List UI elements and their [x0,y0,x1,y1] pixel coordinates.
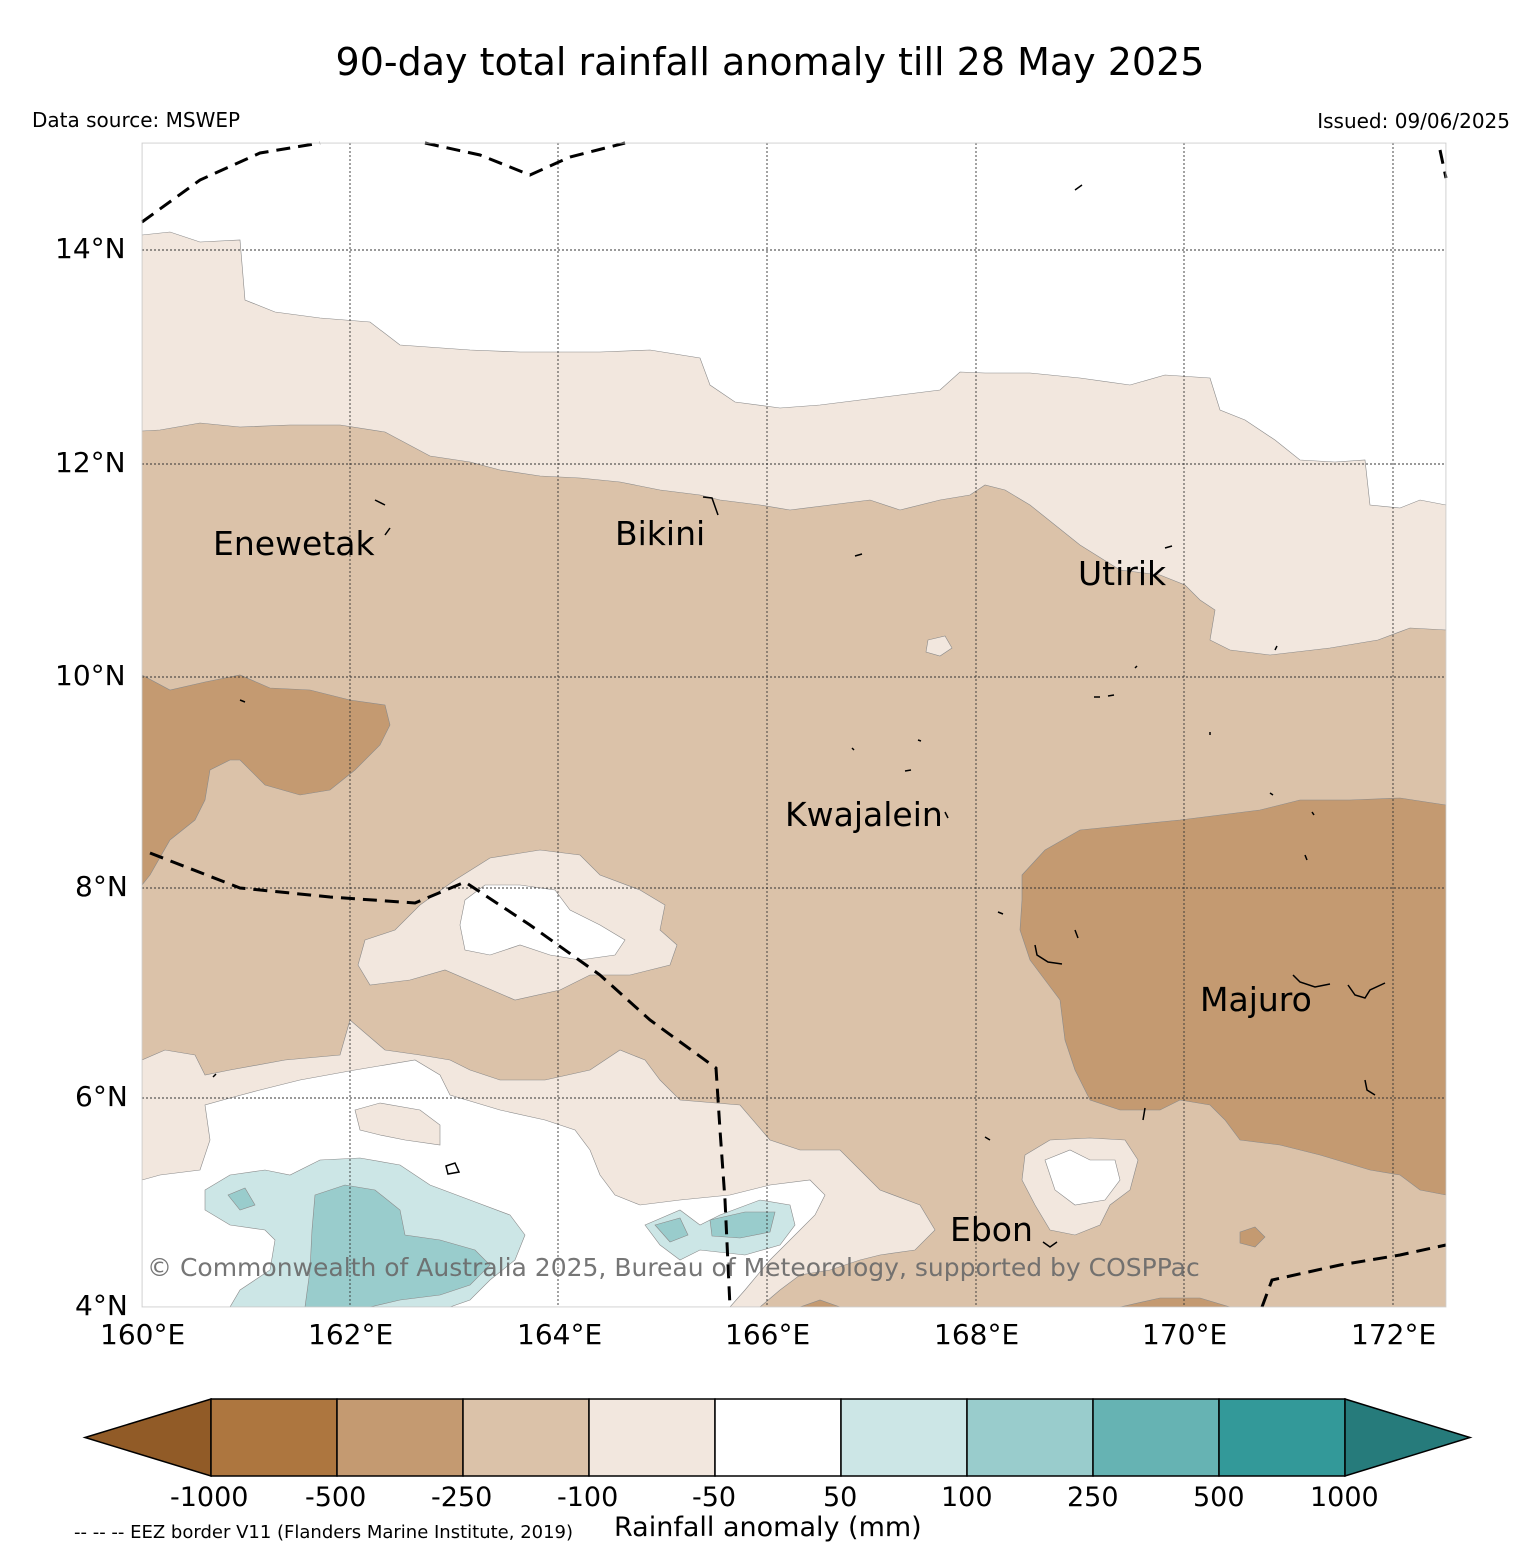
colorbar-tick-label: 250 [1067,1482,1119,1513]
lat-label-8n: 8°N [75,870,128,903]
colorbar-tick-label: 100 [941,1482,993,1513]
colorbar-tick-label: 500 [1193,1482,1245,1513]
lat-label-6n: 6°N [75,1080,128,1113]
data-source: Data source: MSWEP [32,108,241,132]
island-outlines [212,184,1386,1248]
lon-label-162e: 162°E [308,1318,394,1351]
lat-label-12n: 12°N [55,446,126,479]
colorbar-tick-label: -1000 [170,1482,249,1513]
lon-label-166e: 166°E [725,1318,811,1351]
colorbar-tick-label: 50 [823,1482,858,1513]
graticule [142,143,1446,1307]
eez-footnote: -- -- -- EEZ border V11 (Flanders Marine… [74,1522,574,1543]
patch-west-dark [142,674,391,886]
colorbar-tick-label: -50 [692,1482,737,1513]
patch-southeast-dark [1019,797,1446,1196]
place-kwajalein: Kwajalein [785,795,943,834]
place-majuro: Majuro [1200,980,1312,1019]
lon-label-170e: 170°E [1142,1318,1228,1351]
lat-label-4n: 4°N [75,1289,128,1322]
band-north-white [142,143,1446,509]
lon-label-172e: 172°E [1351,1318,1437,1351]
rainfall-field [142,143,1446,1307]
place-bikini: Bikini [615,514,706,553]
patch-wet-mid [304,1184,491,1307]
lon-label-164e: 164°E [517,1318,603,1351]
place-utirik: Utirik [1078,554,1167,593]
lon-label-168e: 168°E [934,1318,1020,1351]
colorbar-tick-label: -250 [431,1482,493,1513]
eez-borders [141,141,1448,1308]
colorbar-title: Rainfall anomaly (mm) [614,1512,922,1543]
issued-date: Issued: 09/06/2025 [1317,109,1510,133]
colorbar-tick-label: -500 [305,1482,367,1513]
place-enewetak: Enewetak [213,524,375,563]
lat-label-10n: 10°N [55,659,126,692]
colorbar-tick-label: 1000 [1310,1482,1379,1513]
map-title: 90-day total rainfall anomaly till 28 Ma… [335,40,1205,84]
colorbar-tick-label: -100 [557,1482,619,1513]
copyright-notice: © Commonwealth of Australia 2025, Bureau… [147,1253,1200,1282]
lat-label-14n: 14°N [55,232,126,265]
place-ebon: Ebon [950,1210,1033,1249]
lon-label-160e: 160°E [100,1318,186,1351]
